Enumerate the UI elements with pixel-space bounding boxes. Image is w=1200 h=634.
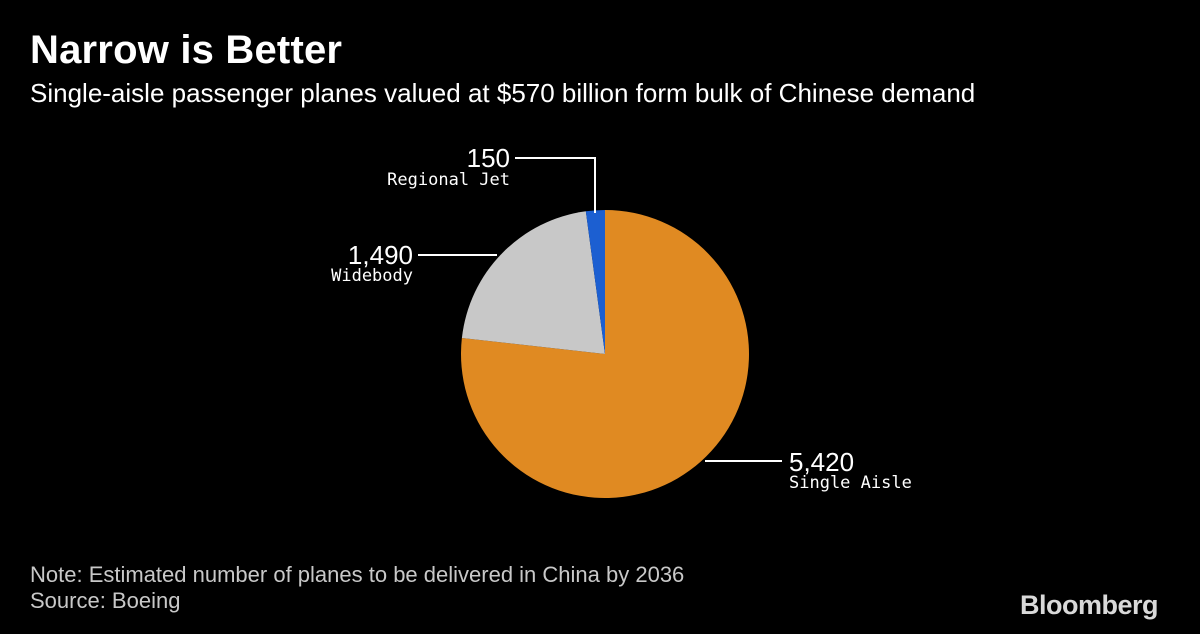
source-note: Source: Boeing — [30, 588, 181, 613]
pie-slice-single-aisle — [460, 210, 749, 498]
pie-slice-regional-jet — [585, 210, 605, 354]
pie-slice-widebody — [461, 211, 605, 354]
brand-logo: Bloomberg — [1019, 590, 1159, 620]
chart-subtitle: Single-aisle passenger planes valued at … — [30, 78, 976, 108]
chart-footer: Note: Estimated number of planes to be d… — [30, 562, 684, 614]
data-label-value-regional-jet: 150 — [467, 143, 510, 173]
footnote: Note: Estimated number of planes to be d… — [30, 562, 685, 587]
data-label-name-regional-jet: Regional Jet — [387, 170, 510, 190]
leader-line-regional-jet — [515, 157, 596, 213]
data-label-name-widebody: Widebody — [331, 266, 413, 286]
data-label-value-single-aisle: 5,420 — [789, 447, 854, 477]
data-label-value-widebody: 1,490 — [348, 240, 413, 270]
chart-title: Narrow is Better — [30, 28, 343, 72]
data-label-name-single-aisle: Single Aisle — [789, 473, 912, 493]
